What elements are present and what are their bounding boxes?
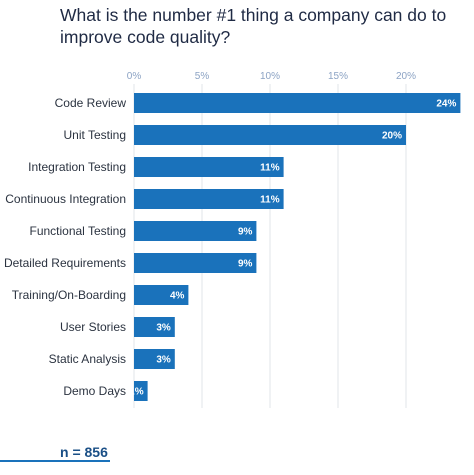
bar: [134, 317, 175, 337]
bar: [134, 93, 461, 113]
value-label: 3%: [156, 355, 171, 366]
x-tick-label: 15%: [328, 71, 348, 82]
value-label: 3%: [156, 323, 171, 334]
category-label: Continuous Integration: [5, 192, 126, 206]
category-label: Detailed Requirements: [4, 256, 126, 270]
value-label: 20%: [382, 131, 402, 142]
x-tick-label: 20%: [396, 71, 416, 82]
category-label: Unit Testing: [64, 128, 126, 142]
value-label: 24%: [436, 99, 456, 110]
value-label: 11%: [260, 195, 280, 206]
sample-size: n = 856: [60, 444, 108, 460]
bar: [134, 349, 175, 369]
footer-rule: [0, 460, 110, 462]
category-label: Static Analysis: [49, 352, 126, 366]
value-labels: 24% 20% 11% 11% 9% 9% 4% 3% 3% 1%: [129, 99, 456, 398]
bar: [134, 285, 189, 305]
x-axis-ticks: 0% 5% 10% 15% 20%: [127, 71, 416, 82]
bar: [134, 125, 406, 145]
bar: [134, 221, 257, 241]
category-label: Demo Days: [63, 384, 126, 398]
category-label: User Stories: [60, 320, 126, 334]
bar: [134, 381, 148, 401]
chart-title: What is the number #1 thing a company ca…: [60, 5, 447, 47]
bar: [134, 253, 257, 273]
value-label: 1%: [129, 387, 144, 398]
value-label: 9%: [238, 259, 253, 270]
category-label: Functional Testing: [29, 224, 126, 238]
bars: [134, 93, 461, 401]
x-tick-label: 10%: [260, 71, 280, 82]
category-labels: Code Review Unit Testing Integration Testi…: [4, 96, 126, 398]
value-label: 11%: [260, 163, 280, 174]
x-tick-label: 5%: [195, 71, 210, 82]
bar: [134, 157, 284, 177]
bar: [134, 189, 284, 209]
value-label: 9%: [238, 227, 253, 238]
category-label: Code Review: [55, 96, 127, 110]
value-label: 4%: [170, 291, 185, 302]
category-label: Training/On-Boarding: [12, 288, 126, 302]
category-label: Integration Testing: [28, 160, 126, 174]
x-tick-label: 0%: [127, 71, 142, 82]
